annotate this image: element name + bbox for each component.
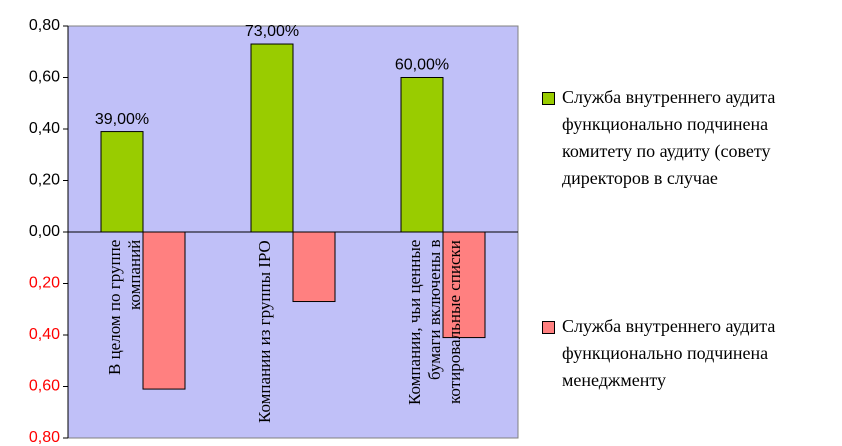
y-tick-label: 0,20 [29, 275, 60, 292]
legend-label: Служба внутреннего аудита функционально … [562, 316, 776, 390]
legend-swatch [542, 321, 555, 334]
y-tick-label: 0,60 [29, 378, 60, 395]
y-tick-label: 0,40 [29, 120, 60, 137]
bar [250, 43, 294, 233]
y-tick-label: 0,80 [29, 429, 60, 446]
x-tick-label: Компании из группы IPO [255, 240, 274, 423]
y-tick-label: 0,40 [29, 326, 60, 343]
bar [142, 231, 186, 390]
legend-label: Служба внутреннего аудита функционально … [562, 87, 776, 188]
value-label: 39,00% [95, 111, 149, 128]
y-tick-label: 0,20 [29, 172, 60, 189]
bar [400, 77, 444, 233]
bar [100, 131, 144, 233]
value-label: 73,00% [245, 23, 299, 40]
y-tick-label: 0,00 [29, 223, 60, 240]
y-tick-label: 0,60 [29, 69, 60, 86]
bar [442, 231, 486, 339]
bar [292, 231, 336, 303]
legend-swatch [542, 92, 555, 105]
value-label: 60,00% [395, 57, 449, 74]
y-tick-label: 0,80 [29, 17, 60, 34]
x-tick-label: В целом по группе компаний [105, 240, 144, 376]
x-tick-label: Компании, чьи ценные бумаги включены в к… [405, 240, 464, 406]
